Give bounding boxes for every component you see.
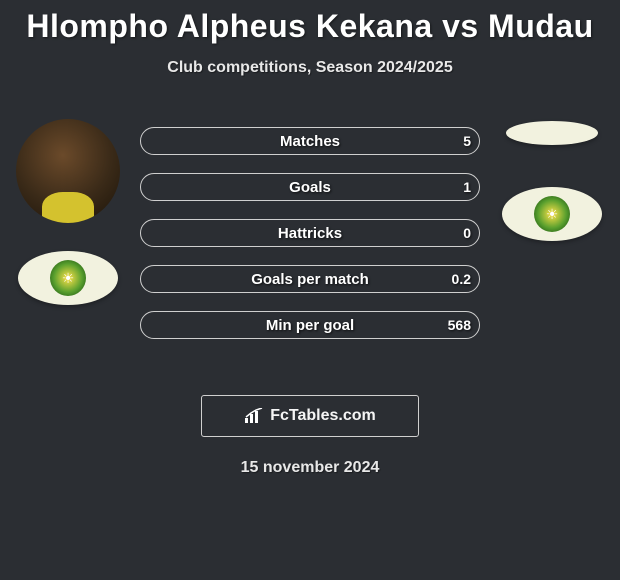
chart-icon bbox=[244, 408, 264, 424]
brand-box[interactable]: FcTables.com bbox=[201, 395, 419, 437]
subtitle: Club competitions, Season 2024/2025 bbox=[0, 59, 620, 77]
stat-label: Goals per match bbox=[141, 271, 479, 288]
stat-row-gpm: Goals per match 0.2 bbox=[140, 265, 480, 293]
stat-row-goals: Goals 1 bbox=[140, 173, 480, 201]
stat-row-hattricks: Hattricks 0 bbox=[140, 219, 480, 247]
compare-area: ☀ ☀ Matches 5 Goals 1 Hattricks 0 Goals … bbox=[0, 119, 620, 359]
stat-row-matches: Matches 5 bbox=[140, 127, 480, 155]
stat-label: Hattricks bbox=[141, 225, 479, 242]
stats-list: Matches 5 Goals 1 Hattricks 0 Goals per … bbox=[140, 127, 480, 339]
right-player-placeholder bbox=[506, 121, 598, 145]
stat-row-mpg: Min per goal 568 bbox=[140, 311, 480, 339]
date-label: 15 november 2024 bbox=[0, 459, 620, 477]
left-player-column: ☀ bbox=[8, 119, 128, 305]
left-player-photo bbox=[16, 119, 120, 223]
sun-icon: ☀ bbox=[50, 260, 86, 296]
brand-text: FcTables.com bbox=[270, 407, 376, 425]
title-text: Hlompho Alpheus Kekana vs Mudau bbox=[26, 8, 593, 44]
stat-label: Min per goal bbox=[141, 317, 479, 334]
stat-right-value: 568 bbox=[448, 317, 471, 333]
stat-right-value: 0 bbox=[463, 225, 471, 241]
stat-right-value: 0.2 bbox=[452, 271, 471, 287]
left-club-logo: ☀ bbox=[18, 251, 118, 305]
stat-label: Matches bbox=[141, 133, 479, 150]
right-club-logo: ☀ bbox=[502, 187, 602, 241]
right-player-column: ☀ bbox=[492, 119, 612, 241]
stat-right-value: 5 bbox=[463, 133, 471, 149]
stat-label: Goals bbox=[141, 179, 479, 196]
stat-right-value: 1 bbox=[463, 179, 471, 195]
page-title: Hlompho Alpheus Kekana vs Mudau bbox=[0, 0, 620, 45]
sun-icon: ☀ bbox=[534, 196, 570, 232]
